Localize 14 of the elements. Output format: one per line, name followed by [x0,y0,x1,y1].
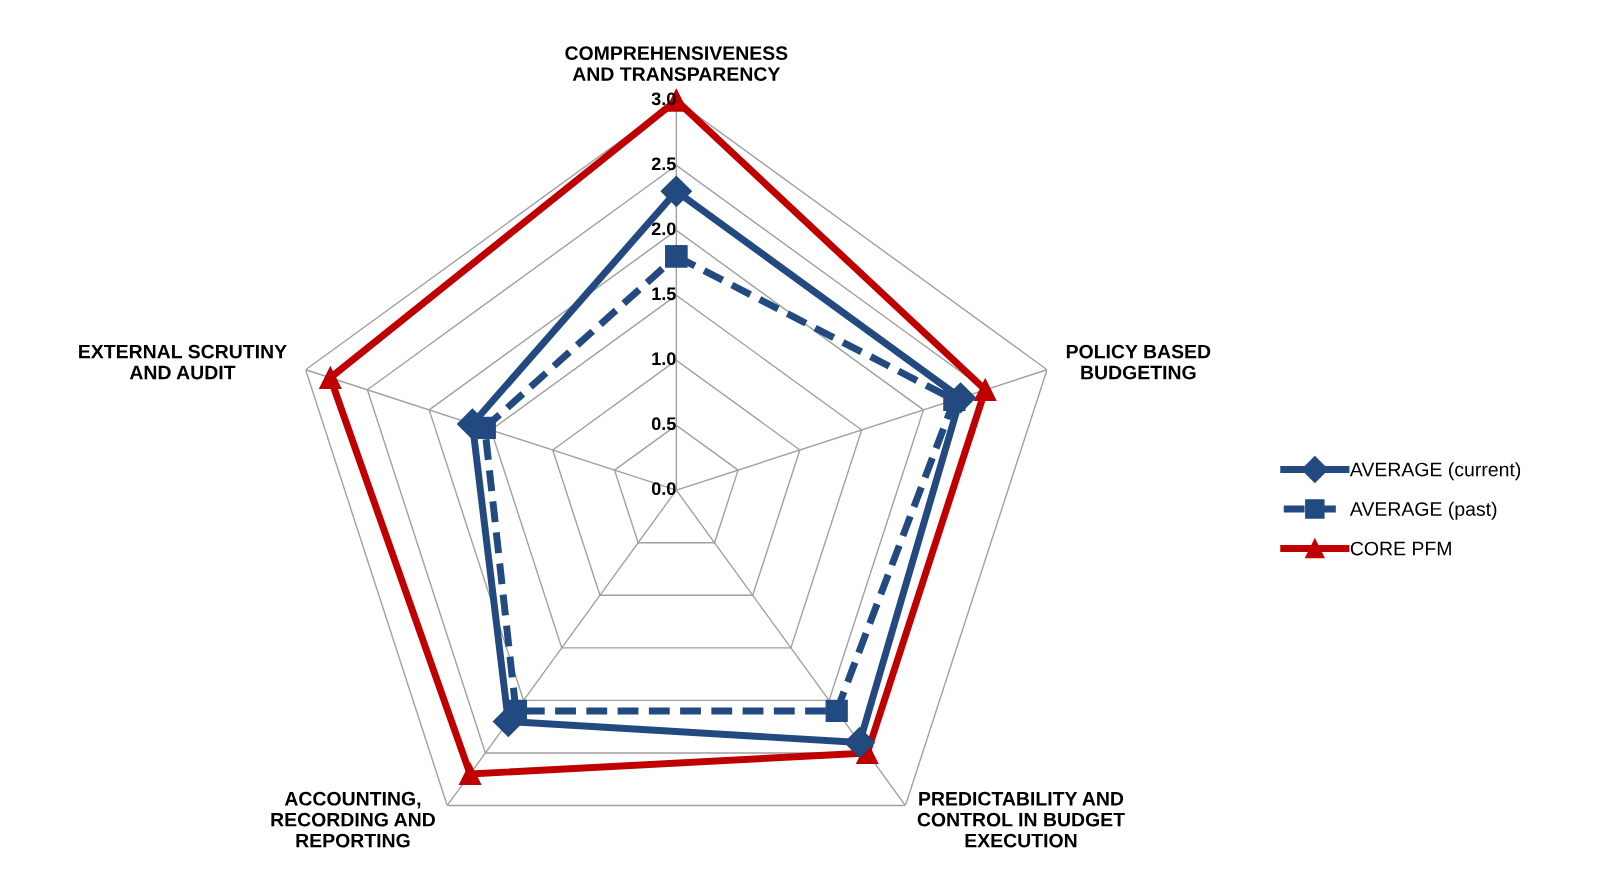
y-tick-label: 0.0 [651,482,676,496]
y-tick-label: 0.5 [651,417,676,431]
y-tick-label: 2.5 [651,157,676,171]
spoke-label: PREDICTABILITY AND CONTROL IN BUDGET EXECUTION [917,791,1125,848]
spoke-label: EXTERNAL SCRUTINY AND AUDIT [79,344,287,380]
legend-label: CORE PFM [1350,541,1451,556]
spoke-label: COMPREHENSIVENESS AND TRANSPARENCY [565,46,788,81]
legend-label: AVERAGE (past) [1349,501,1497,520]
y-tick-label: 1.0 [652,352,676,366]
y-tick-label: 2.0 [651,222,676,236]
y-tick-label: 1.5 [652,287,676,301]
spoke-label: POLICY BASED BUDGETING [1066,344,1211,380]
legend-label: AVERAGE (current) [1349,462,1521,481]
spoke-label: ACCOUNTING, RECORDING AND REPORTING [271,791,435,848]
